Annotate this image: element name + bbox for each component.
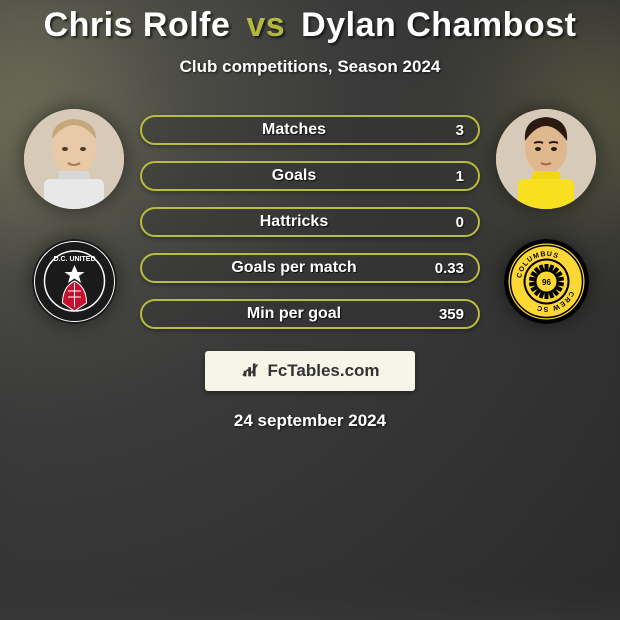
stat-value: 3	[432, 122, 464, 139]
stat-row: Matches 3	[140, 115, 480, 145]
stat-label: Matches	[156, 121, 432, 139]
svg-text:96: 96	[542, 278, 551, 287]
comparison-body: D.C. UNITED Matches 3 Goals 1 Hattricks …	[0, 109, 620, 329]
stat-label: Min per goal	[156, 305, 432, 323]
stats-column: Matches 3 Goals 1 Hattricks 0 Goals per …	[140, 109, 480, 329]
player1-club-logo: D.C. UNITED	[32, 239, 117, 324]
stat-value: 359	[432, 306, 464, 323]
player2-avatar	[496, 109, 596, 209]
stat-value: 1	[432, 168, 464, 185]
stat-label: Goals	[156, 167, 432, 185]
stat-row: Min per goal 359	[140, 299, 480, 329]
player1-avatar	[24, 109, 124, 209]
player1-name: Chris Rolfe	[44, 6, 231, 44]
stat-label: Hattricks	[156, 213, 432, 231]
vs-separator: vs	[240, 6, 291, 44]
stat-row: Goals 1	[140, 161, 480, 191]
right-column: 96 COLUMBUS CREW SC	[496, 109, 596, 324]
stat-label: Goals per match	[156, 259, 432, 277]
stat-value: 0.33	[432, 260, 464, 277]
stat-row: Hattricks 0	[140, 207, 480, 237]
watermark-text: FcTables.com	[267, 361, 379, 381]
stat-row: Goals per match 0.33	[140, 253, 480, 283]
player2-club-logo: 96 COLUMBUS CREW SC	[504, 239, 589, 324]
player2-name: Dylan Chambost	[301, 6, 576, 44]
page-title: Chris Rolfe vs Dylan Chambost	[0, 6, 620, 45]
watermark: FcTables.com	[205, 351, 415, 391]
stat-value: 0	[432, 214, 464, 231]
chart-icon	[240, 358, 262, 385]
svg-text:D.C. UNITED: D.C. UNITED	[53, 256, 95, 263]
left-column: D.C. UNITED	[24, 109, 124, 324]
subtitle: Club competitions, Season 2024	[0, 57, 620, 77]
date-line: 24 september 2024	[0, 411, 620, 431]
